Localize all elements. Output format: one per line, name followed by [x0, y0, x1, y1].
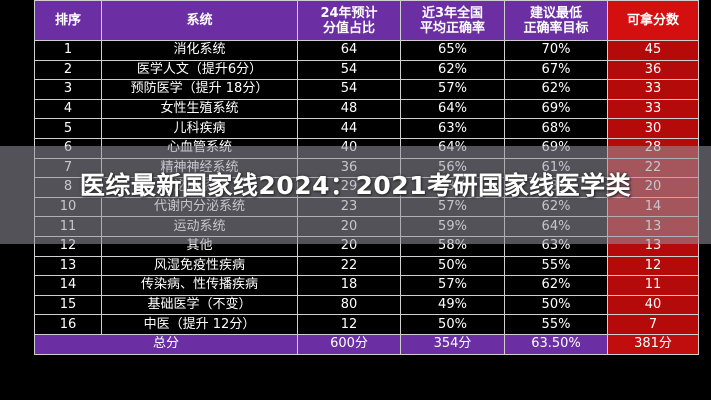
cell-avg-accuracy: 57% [400, 79, 505, 100]
cell-score: 11 [607, 275, 699, 296]
header-score: 可拿分数 [607, 0, 699, 41]
cell-target-accuracy: 55% [504, 255, 608, 277]
cell-system: 消化系统 [101, 40, 298, 61]
table-row: 15 基础医学（不变） 80 49% 50% 40 [34, 294, 699, 316]
cell-avg-accuracy: 50% [400, 255, 505, 277]
cell-system: 医学人文（提升6分） [101, 59, 298, 81]
cell-score: 36 [607, 59, 699, 81]
cell-system: 基础医学（不变） [101, 294, 298, 316]
cell-avg-accuracy: 49% [400, 294, 505, 316]
cell-rank: 13 [34, 255, 102, 277]
cell-score: 45 [607, 40, 699, 61]
cell-rank: 1 [34, 40, 102, 61]
cell-target-accuracy: 69% [504, 98, 608, 120]
cell-score: 33 [607, 79, 699, 100]
total-score: 381分 [607, 333, 699, 355]
cell-target-accuracy: 70% [504, 40, 608, 61]
cell-rank: 5 [34, 118, 102, 139]
header-avg-accuracy: 近3年全国 平均正确率 [400, 0, 505, 41]
cell-score: 30 [607, 118, 699, 139]
cell-share: 44 [297, 118, 401, 139]
cell-target-accuracy: 55% [504, 314, 608, 335]
cell-system: 儿科疾病 [101, 118, 298, 139]
total-row: 总分 600分 354分 63.50% 381分 [34, 333, 699, 355]
total-target-accuracy: 63.50% [504, 333, 608, 355]
cell-share: 12 [297, 314, 401, 335]
cell-system: 传染病、性传播疾病 [101, 275, 298, 296]
cell-system: 中医（提升 12分） [101, 314, 298, 335]
table-row: 4 女性生殖系统 48 64% 69% 33 [34, 98, 699, 120]
cell-avg-accuracy: 62% [400, 59, 505, 81]
cell-share: 80 [297, 294, 401, 316]
total-label: 总分 [34, 333, 298, 355]
cell-rank: 3 [34, 79, 102, 100]
header-target-accuracy: 建议最低 正确率目标 [504, 0, 608, 41]
banner-band [0, 146, 711, 244]
cell-rank: 2 [34, 59, 102, 81]
cell-target-accuracy: 62% [504, 275, 608, 296]
cell-system: 风湿免疫性疾病 [101, 255, 298, 277]
table-header-row: 排序 系统 24年预计 分值占比 近3年全国 平均正确率 建议最低 正确率目标 … [34, 0, 699, 41]
table-row: 1 消化系统 64 65% 70% 45 [34, 40, 699, 61]
cell-target-accuracy: 67% [504, 59, 608, 81]
cell-system: 女性生殖系统 [101, 98, 298, 120]
cell-share: 22 [297, 255, 401, 277]
cell-share: 48 [297, 98, 401, 120]
header-rank: 排序 [34, 0, 102, 41]
cell-avg-accuracy: 65% [400, 40, 505, 61]
cell-avg-accuracy: 64% [400, 98, 505, 120]
total-share: 600分 [297, 333, 401, 355]
header-system: 系统 [101, 0, 298, 41]
cell-avg-accuracy: 57% [400, 275, 505, 296]
cell-score: 7 [607, 314, 699, 335]
cell-score: 33 [607, 98, 699, 120]
cell-share: 64 [297, 40, 401, 61]
table-row: 3 预防医学（提升 18分） 54 57% 62% 33 [34, 79, 699, 100]
table-row: 2 医学人文（提升6分） 54 62% 67% 36 [34, 59, 699, 81]
cell-share: 54 [297, 79, 401, 100]
banner-title: 医综最新国家线2024：2021考研国家线医学类 [79, 171, 632, 200]
cell-target-accuracy: 62% [504, 79, 608, 100]
cell-score: 40 [607, 294, 699, 316]
cell-rank: 14 [34, 275, 102, 296]
cell-share: 18 [297, 275, 401, 296]
table-row: 13 风湿免疫性疾病 22 50% 55% 12 [34, 255, 699, 277]
header-share: 24年预计 分值占比 [297, 0, 401, 41]
table-row: 14 传染病、性传播疾病 18 57% 62% 11 [34, 275, 699, 296]
cell-share: 54 [297, 59, 401, 81]
cell-target-accuracy: 50% [504, 294, 608, 316]
table-row: 5 儿科疾病 44 63% 68% 30 [34, 118, 699, 139]
cell-target-accuracy: 68% [504, 118, 608, 139]
total-avg-accuracy: 354分 [400, 333, 505, 355]
cell-system: 预防医学（提升 18分） [101, 79, 298, 100]
cell-rank: 4 [34, 98, 102, 120]
cell-rank: 16 [34, 314, 102, 335]
cell-score: 12 [607, 255, 699, 277]
table-row: 16 中医（提升 12分） 12 50% 55% 7 [34, 314, 699, 335]
cell-rank: 15 [34, 294, 102, 316]
cell-avg-accuracy: 50% [400, 314, 505, 335]
cell-avg-accuracy: 63% [400, 118, 505, 139]
